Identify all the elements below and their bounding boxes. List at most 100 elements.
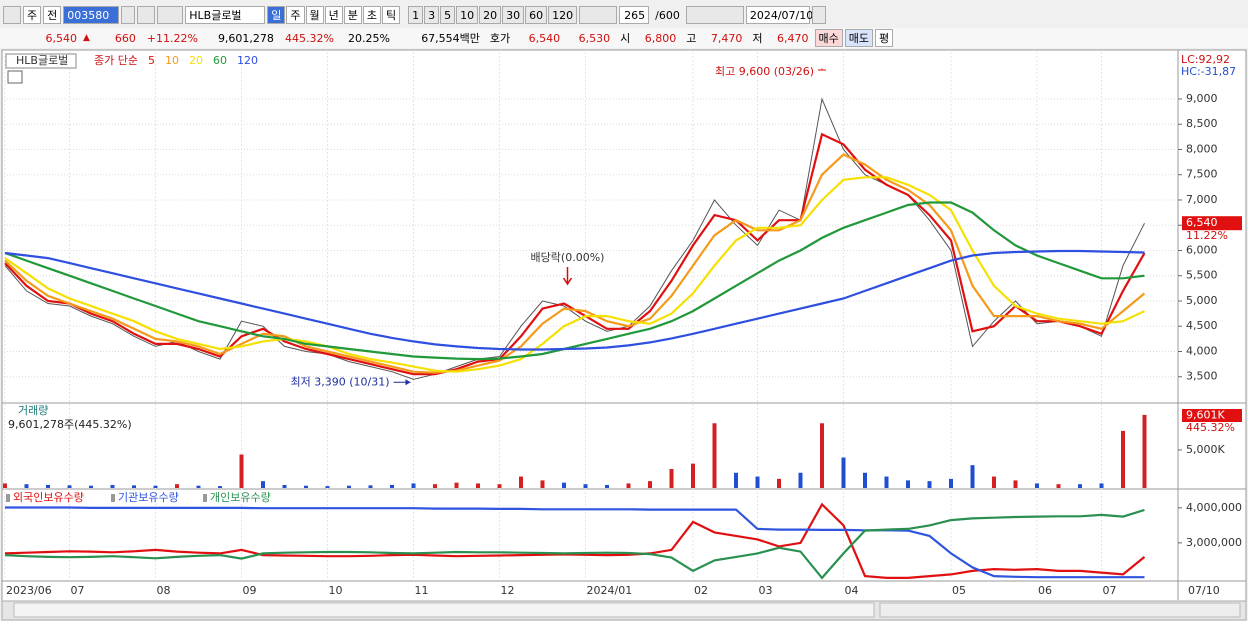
date-input[interactable]: 2024/07/10: [745, 6, 813, 24]
interval-group: 1 3 5 10 20 30 60 120: [408, 6, 578, 24]
volume-bar: [712, 423, 717, 488]
high: 7,470: [710, 31, 743, 45]
sound[interactable]: [157, 6, 184, 24]
dividend-arrow: [562, 267, 573, 286]
close-line: [4, 97, 1145, 380]
volume-bar: [884, 476, 889, 488]
corner-label: LC:92,92: [1181, 53, 1230, 66]
x-tick-label: 10: [329, 584, 343, 597]
volume-bar: [3, 483, 7, 488]
period-button[interactable]: 년: [324, 6, 343, 24]
y-tick-label: 7,500: [1186, 168, 1218, 181]
period-button[interactable]: 틱: [382, 6, 401, 24]
y-tick-label: 8,500: [1186, 117, 1218, 130]
interval-button[interactable]: 10: [456, 6, 479, 24]
sell-button[interactable]: 매도: [844, 29, 874, 47]
volume-bar: [519, 476, 523, 488]
volume-subtitle: 9,601,278주(445.32%): [8, 418, 132, 431]
period-button[interactable]: 초: [362, 6, 381, 24]
volume-bar: [454, 482, 459, 488]
volume-bar: [1078, 484, 1082, 488]
volume-bar: [970, 465, 975, 488]
interval-select[interactable]: [579, 6, 618, 24]
market-select[interactable]: 주: [23, 6, 42, 24]
dropdown[interactable]: [121, 6, 136, 24]
ask-label: 호가: [489, 32, 511, 45]
volume-tag: [1182, 409, 1242, 422]
volume-bar: [304, 485, 308, 488]
legend-entry: 외국인보유수량: [13, 491, 84, 504]
holding-line: [4, 508, 1145, 580]
search[interactable]: [137, 6, 156, 24]
y-tick-label: 9,000: [1186, 92, 1218, 105]
avg-button[interactable]: 평: [875, 29, 894, 47]
interval-button[interactable]: 1: [408, 6, 424, 24]
turnover: 20.25%: [347, 31, 390, 45]
volume-bar: [282, 484, 287, 488]
period-button[interactable]: 일: [267, 6, 286, 24]
calendar[interactable]: [811, 6, 826, 24]
interval-button[interactable]: 3: [424, 6, 440, 24]
interval-button[interactable]: 20: [479, 6, 502, 24]
code-input[interactable]: 003580: [63, 6, 120, 24]
ask: 6,540: [528, 31, 561, 45]
prev-button[interactable]: 전: [43, 6, 62, 24]
volume-bar: [562, 482, 566, 488]
y-tick-label: 4,000,000: [1186, 501, 1242, 514]
table-icon[interactable]: [7, 70, 23, 84]
volume-bar: [1121, 430, 1125, 488]
volume-title: 거래량: [18, 404, 48, 417]
stock-name-label: HLB글로벌: [16, 54, 68, 67]
high-annotation: 최고 9,600 (03/26): [715, 65, 814, 78]
x-tick-label: 05: [952, 584, 966, 597]
volume-bar: [777, 478, 781, 488]
holding-line: [4, 502, 1146, 579]
legend-swatch: [203, 494, 207, 502]
buy-button[interactable]: 매수: [814, 29, 843, 47]
legend-entry: 120: [237, 54, 258, 67]
volume-bar: [390, 484, 394, 488]
period-button[interactable]: 분: [343, 6, 362, 24]
volume-bar: [798, 472, 803, 488]
period-button[interactable]: 월: [305, 6, 324, 24]
open: 6,800: [644, 31, 677, 45]
corner-label: HC:-31,87: [1181, 65, 1236, 78]
y-tick-label: 3,500: [1186, 370, 1218, 383]
scroll-track[interactable]: [13, 602, 875, 618]
y-tick-label: 5,500: [1186, 269, 1218, 282]
period-button[interactable]: 주: [286, 6, 305, 24]
interval-button[interactable]: 5: [440, 6, 456, 24]
change-pct: +11.22%: [146, 31, 198, 45]
x-tick-label: 09: [243, 584, 257, 597]
change: 660: [114, 31, 136, 45]
count-input[interactable]: 265: [619, 6, 650, 24]
volume-bar: [626, 483, 631, 488]
volume-bar: [347, 485, 351, 488]
price-tag: [1182, 216, 1242, 231]
interval-button[interactable]: 60: [525, 6, 548, 24]
change-tag-label: 11.22%: [1186, 229, 1228, 242]
tool-icons[interactable]: [685, 6, 744, 24]
volume-bar: [325, 486, 330, 488]
stock-name[interactable]: HLB글로벌: [185, 6, 266, 24]
volume-bar: [648, 481, 652, 488]
legend-label: 종가 단순: [94, 54, 138, 67]
ma-line: [4, 176, 1145, 373]
price-tag-label: 6,540: [1186, 216, 1218, 229]
price: 6,540: [45, 31, 78, 45]
volume-bar: [1142, 414, 1147, 488]
y-tick-label: 4,000: [1186, 344, 1218, 357]
y-tick-label: 8,000: [1186, 142, 1218, 155]
volume-tag-label: 9,601K: [1186, 409, 1225, 422]
menu-icon[interactable]: [3, 6, 21, 24]
volume-bar: [949, 478, 953, 488]
x-tick-label: 03: [759, 584, 773, 597]
ma-line: [4, 153, 1146, 374]
zoom-controls[interactable]: [879, 602, 1241, 618]
low: 6,470: [777, 31, 809, 45]
interval-button[interactable]: 120: [548, 6, 578, 24]
legend-entry: 개인보유수량: [210, 491, 271, 504]
interval-button[interactable]: 30: [502, 6, 525, 24]
